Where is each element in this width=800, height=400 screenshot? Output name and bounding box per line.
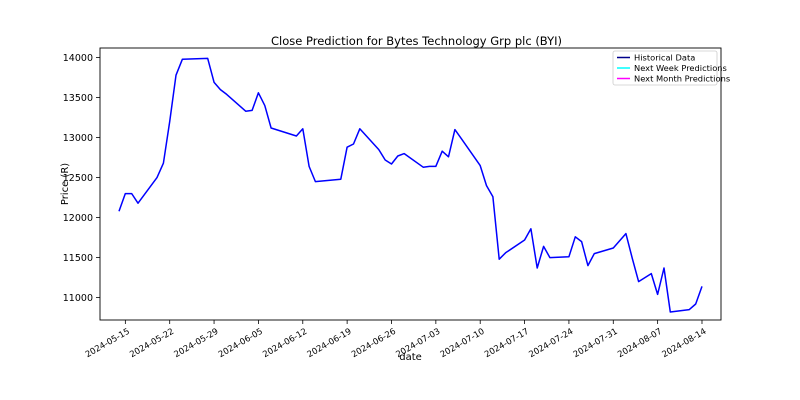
x-tick-label: 2024-07-24 [527, 327, 575, 360]
y-tick-label: 13000 [63, 133, 93, 144]
x-axis: 2024-05-152024-05-222024-05-292024-06-05… [84, 320, 708, 360]
legend-label: Next Month Predictions [634, 74, 730, 84]
x-tick-label: 2024-06-26 [350, 327, 398, 360]
y-axis: 11000 11500 12000 12500 13000 13500 14000 [63, 53, 100, 304]
x-tick-label: 2024-05-22 [128, 327, 176, 360]
y-tick-label: 13500 [63, 93, 93, 104]
x-tick-label: 2024-05-15 [84, 327, 132, 360]
y-tick-label: 12500 [63, 173, 93, 184]
y-tick-label: 12000 [63, 213, 93, 224]
x-tick-label: 2024-08-14 [660, 327, 708, 360]
series-line-historical-data [118, 57, 703, 313]
x-tick-label: 2024-07-31 [572, 327, 620, 360]
x-axis-label: date [399, 352, 422, 363]
x-tick-label: 2024-07-10 [439, 327, 487, 360]
plot-frame [99, 47, 722, 321]
x-tick-label: 2024-07-17 [483, 327, 531, 360]
x-tick-label: 2024-05-29 [173, 327, 221, 360]
chart-title: Close Prediction for Bytes Technology Gr… [271, 34, 562, 48]
x-tick-label: 2024-06-05 [217, 327, 265, 360]
legend-label: Historical Data [634, 53, 695, 63]
legend-label: Next Week Predictions [634, 63, 727, 73]
y-axis-label: Price (R) [60, 163, 71, 205]
legend-frame [612, 50, 718, 86]
plot-area [100, 48, 721, 320]
x-tick-label: 2024-06-19 [306, 327, 354, 360]
series-layer [118, 57, 703, 313]
y-tick-label: 11000 [63, 293, 93, 304]
y-tick-label: 11500 [63, 253, 93, 264]
x-tick-label: 2024-06-12 [261, 327, 309, 360]
y-tick-label: 14000 [63, 53, 93, 64]
x-tick-label: 2024-08-07 [616, 327, 664, 360]
